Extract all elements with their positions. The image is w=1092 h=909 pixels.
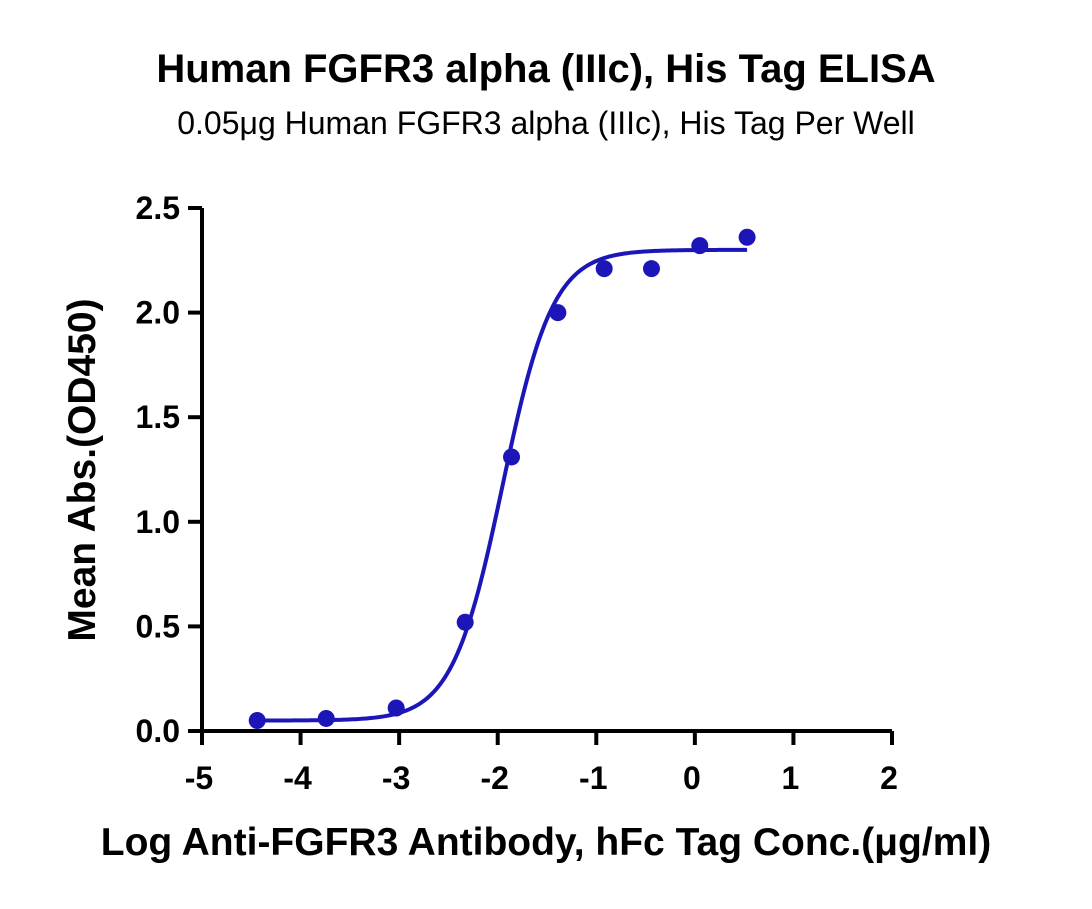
y-tick-label: 1.5 [136,399,180,435]
x-tick-label: -5 [185,760,213,796]
y-tick-label: 0.5 [136,608,180,644]
y-tick-label: 2.5 [136,190,180,226]
data-point [595,260,613,278]
data-point [248,712,266,730]
data-point [738,228,756,246]
x-tick-label: -1 [579,760,607,796]
data-point [317,709,335,727]
x-tick-label: 2 [880,760,898,796]
x-tick-label: -3 [382,760,410,796]
y-tick-label: 0.0 [136,713,180,749]
data-point [387,699,405,717]
x-tick-label: 1 [782,760,800,796]
data-point [503,448,521,466]
y-tick-label: 2.0 [136,295,180,331]
data-point [642,260,660,278]
data-point [456,613,474,631]
x-tick-label: -2 [480,760,508,796]
x-axis-ticks: -5 -4 -3 -2 -1 0 1 2 [185,731,898,796]
x-axis-title: Log Anti-FGFR3 Antibody, hFc Tag Conc.(μ… [101,821,991,864]
fit-curve [257,247,748,723]
chart-title: Human FGFR3 alpha (IIIc), His Tag ELISA [156,47,935,91]
y-axis-ticks: 0.0 0.5 1.0 1.5 2.0 2.5 [136,190,202,749]
data-point [549,304,567,322]
plot-area [248,228,756,730]
x-tick-label: 0 [683,760,701,796]
data-point [691,237,709,255]
chart-subtitle: 0.05μg Human FGFR3 alpha (IIIc), His Tag… [177,105,915,141]
y-axis-title: Mean Abs.(OD450) [61,298,104,641]
x-tick-label: -4 [283,760,312,796]
y-tick-label: 1.0 [136,504,180,540]
